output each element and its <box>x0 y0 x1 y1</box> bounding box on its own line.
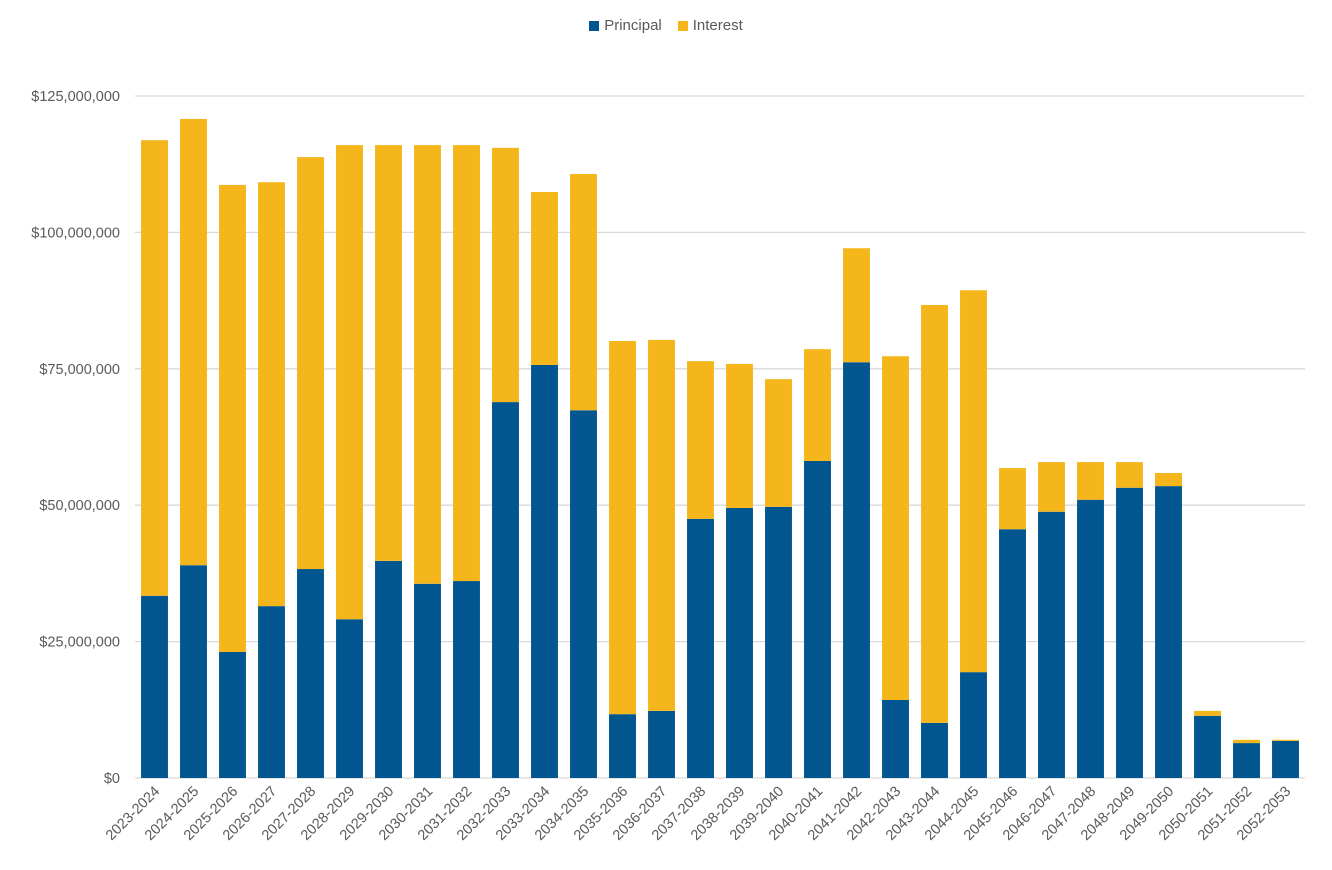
bar-interest <box>414 145 441 584</box>
y-tick-label: $0 <box>104 771 120 787</box>
bar-interest <box>297 157 324 570</box>
legend-swatch-principal <box>589 20 600 31</box>
bar-interest <box>765 379 792 507</box>
bar-principal <box>843 362 870 778</box>
bar-principal <box>765 506 792 778</box>
bar-interest <box>960 290 987 673</box>
bar-interest <box>492 147 519 403</box>
y-tick-label: $25,000,000 <box>39 635 120 651</box>
bar-principal <box>492 402 519 778</box>
bar-interest <box>999 468 1026 530</box>
bar-principal <box>882 699 909 778</box>
bar-principal <box>921 722 948 778</box>
bar-interest <box>1077 462 1104 500</box>
bar-interest <box>531 192 558 365</box>
bar-interest <box>336 145 363 620</box>
bar-principal <box>336 619 363 778</box>
bar-interest <box>453 145 480 582</box>
legend-item-interest: Interest <box>677 17 743 34</box>
bar-principal <box>258 606 285 778</box>
bar-interest <box>180 118 207 566</box>
bar-principal <box>960 672 987 778</box>
bar-interest <box>258 182 285 607</box>
bar-interest <box>570 174 597 411</box>
bar-interest <box>804 349 831 462</box>
bar-interest <box>1194 710 1221 716</box>
bar-principal <box>375 560 402 778</box>
bar-principal <box>531 364 558 778</box>
bar-principal <box>1155 486 1182 778</box>
bar-interest <box>1038 462 1065 512</box>
bar-principal <box>297 569 324 778</box>
y-tick-label: $50,000,000 <box>39 498 120 514</box>
bar-interest <box>219 184 246 652</box>
bar-interest <box>648 339 675 711</box>
legend-swatch-interest <box>677 20 688 31</box>
bar-interest <box>921 304 948 723</box>
bar-principal <box>1116 487 1143 778</box>
bar-principal <box>1077 499 1104 778</box>
legend-item-principal: Principal <box>589 17 662 34</box>
bar-interest <box>687 361 714 519</box>
bar-principal <box>453 581 480 778</box>
bar-principal <box>141 595 168 778</box>
bar-principal <box>726 507 753 778</box>
bar-interest <box>726 363 753 508</box>
bar-principal <box>1272 740 1299 778</box>
bar-interest <box>843 248 870 363</box>
bar-interest <box>375 145 402 561</box>
y-tick-label: $125,000,000 <box>31 89 120 105</box>
bar-principal <box>687 518 714 778</box>
bar-principal <box>1233 743 1260 778</box>
chart-legend: Principal Interest <box>0 17 1332 34</box>
y-tick-label: $75,000,000 <box>39 362 120 378</box>
bar-principal <box>414 583 441 778</box>
y-tick-label: $100,000,000 <box>31 225 120 241</box>
bar-principal <box>609 714 636 778</box>
bar-principal <box>180 565 207 778</box>
bar-interest <box>1116 462 1143 488</box>
bar-principal <box>570 410 597 778</box>
bar-principal <box>219 651 246 778</box>
bar-interest <box>882 356 909 700</box>
bar-interest <box>1155 473 1182 487</box>
bar-interest <box>1233 739 1260 744</box>
bar-interest <box>609 340 636 715</box>
bar-principal <box>1194 715 1221 778</box>
bar-interest <box>1272 739 1299 741</box>
bar-interest <box>141 140 168 596</box>
legend-label-interest: Interest <box>692 17 743 34</box>
bar-principal <box>804 461 831 778</box>
bar-principal <box>999 529 1026 778</box>
legend-label-principal: Principal <box>604 17 662 34</box>
bar-principal <box>1038 511 1065 778</box>
bar-principal <box>648 710 675 778</box>
